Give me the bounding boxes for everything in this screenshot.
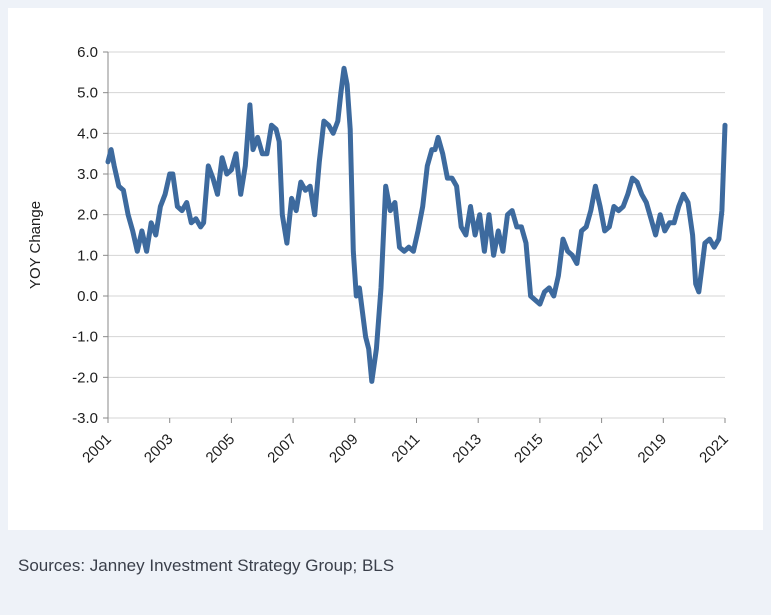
gridlines xyxy=(107,51,725,419)
chart-panel: 6.0 5.0 4.0 3.0 2.0 1.0 0.0 -1.0 -2.0 -3.0 2001 20… xyxy=(8,8,763,530)
x-tick-label: 2005 xyxy=(203,431,239,467)
y-tick-label: -2.0 xyxy=(72,369,98,386)
y-tick-label: 1.0 xyxy=(77,247,98,264)
series-layer xyxy=(105,65,728,384)
y-tick-label: 4.0 xyxy=(77,125,98,142)
x-tick-label: 2011 xyxy=(388,431,423,466)
series-line xyxy=(105,65,728,384)
y-tick-label: 6.0 xyxy=(77,44,98,61)
x-tick-label: 2009 xyxy=(326,431,362,467)
y-tick-label: 0.0 xyxy=(77,288,98,305)
y-axis-ticks: 6.0 5.0 4.0 3.0 2.0 1.0 0.0 -1.0 -2.0 -3.0 xyxy=(72,44,108,427)
x-axis-ticks: 2001 2003 2005 2007 2009 2011 2013 2015 2017 2019… xyxy=(79,418,732,466)
x-tick-label: 2021 xyxy=(696,431,732,467)
x-tick-label: 2013 xyxy=(449,431,485,467)
x-tick-label: 2017 xyxy=(573,431,609,467)
y-tick-label: 2.0 xyxy=(77,207,98,224)
x-tick-label: 2007 xyxy=(264,431,300,467)
line-chart: 6.05.04.03.02.01.00.0-1.0-2.0-3.0 2001 20… xyxy=(27,44,732,466)
y-axis-title: YOY Change xyxy=(27,201,44,289)
y-tick-label: 5.0 xyxy=(77,85,98,102)
y-tick-label: 3.0 xyxy=(77,166,98,183)
y-tick-label: -1.0 xyxy=(72,329,98,346)
x-tick-label: 2019 xyxy=(635,431,671,467)
x-tick-label: 2015 xyxy=(511,431,547,467)
x-tick-label: 2003 xyxy=(141,431,177,467)
y-tick-label: -3.0 xyxy=(72,410,98,427)
x-tick-label: 2001 xyxy=(79,431,115,467)
source-note: Sources: Janney Investment Strategy Grou… xyxy=(18,556,395,575)
